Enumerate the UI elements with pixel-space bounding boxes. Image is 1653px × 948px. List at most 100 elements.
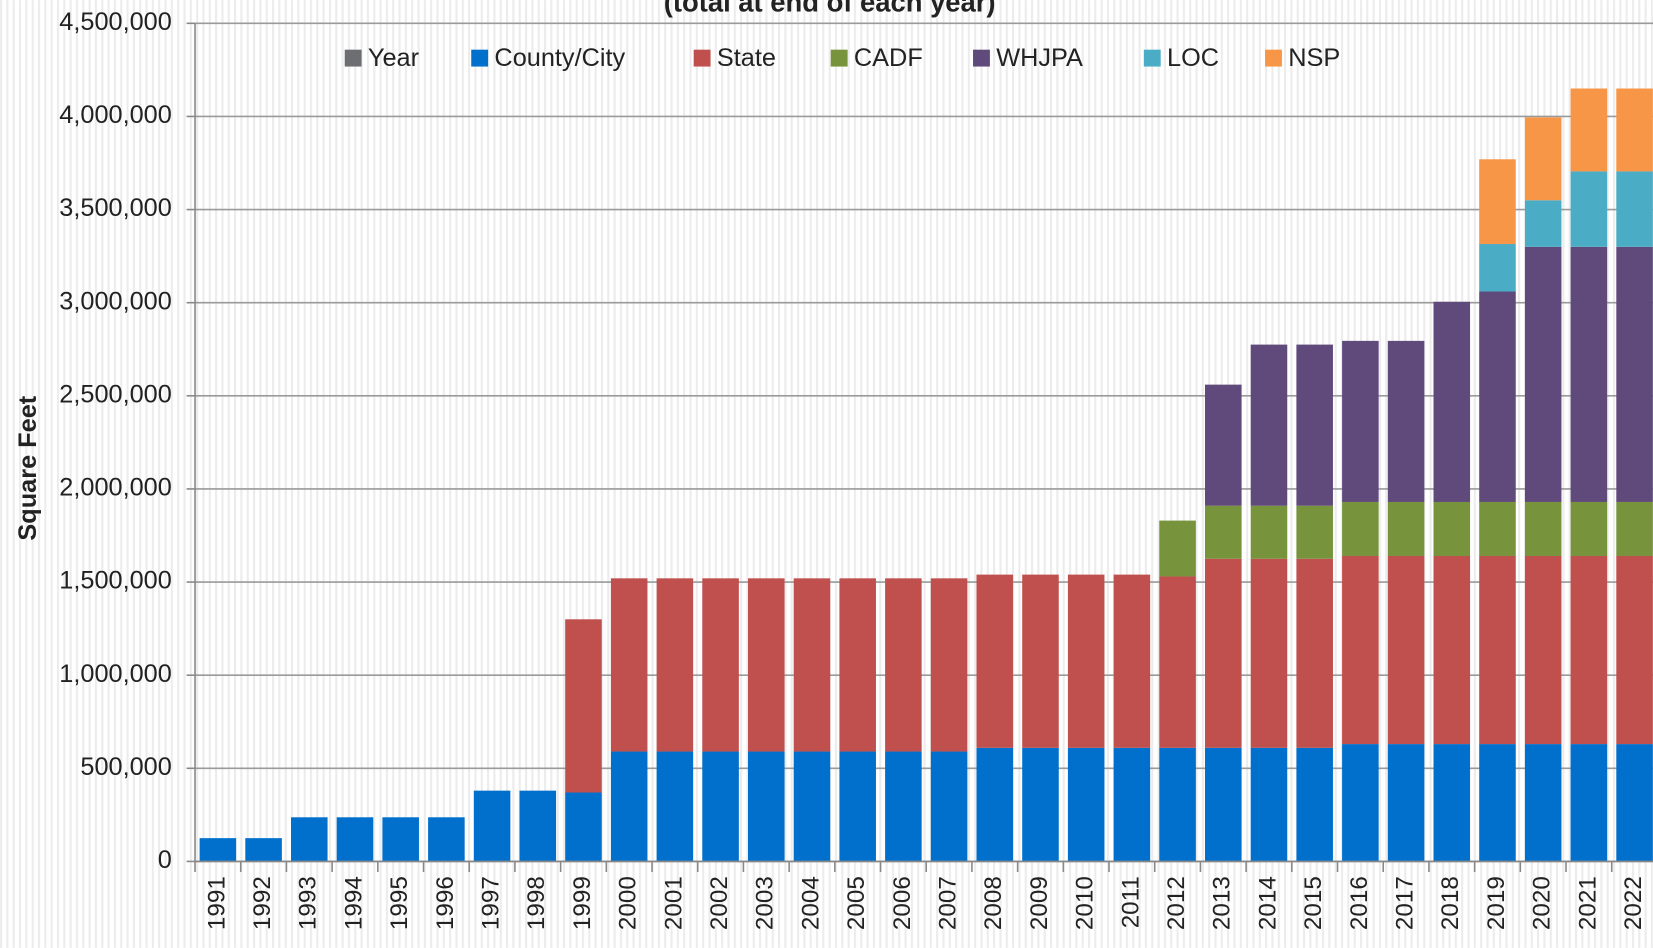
x-tick-label: 2015	[1300, 876, 1327, 930]
bar-segment	[1616, 246, 1653, 502]
bar-segment	[1616, 555, 1653, 745]
bar-segment	[1113, 747, 1151, 862]
x-tick-label: 2001	[660, 876, 687, 930]
x-tick-label: 2021	[1574, 876, 1601, 930]
y-tick-label: 2,500,000	[59, 381, 172, 409]
x-tick-label: 1996	[432, 876, 459, 930]
bar-segment	[336, 817, 374, 862]
bar-segment	[1479, 291, 1516, 502]
y-tick-label: 3,500,000	[59, 194, 172, 222]
x-tick-label: 2017	[1391, 876, 1418, 930]
x-tick-label: 2003	[752, 876, 779, 930]
bar-segment	[1433, 301, 1471, 502]
bar-segment	[1570, 744, 1608, 862]
legend-label: State	[717, 44, 776, 72]
legend-swatch	[1265, 49, 1282, 67]
x-tick-label: 2016	[1346, 876, 1373, 930]
bar-segment	[1296, 344, 1333, 506]
bar-segment	[747, 751, 785, 862]
legend-label: NSP	[1288, 44, 1340, 72]
bar-segment	[1524, 501, 1562, 556]
y-tick-label: 2,000,000	[59, 474, 172, 502]
bar-segment	[1433, 555, 1471, 745]
bar-segment	[1570, 171, 1608, 247]
x-tick-label: 2019	[1483, 876, 1510, 930]
bar-segment	[199, 838, 237, 862]
bar-segment	[1204, 747, 1242, 862]
x-tick-label: 2007	[934, 876, 961, 930]
bar-segment	[1524, 744, 1562, 862]
bar-segment	[1524, 555, 1562, 745]
bar-segment	[1022, 574, 1059, 748]
bar-segment	[1342, 555, 1379, 745]
bar-segment	[1296, 558, 1333, 748]
x-tick-label: 2020	[1529, 876, 1556, 930]
bar-segment	[1204, 558, 1242, 748]
x-tick-label: 2011	[1117, 876, 1144, 928]
bar-segment	[656, 578, 694, 752]
legend-label: CADF	[854, 44, 923, 72]
bar-segment	[1387, 340, 1425, 502]
bar-segment	[610, 578, 648, 752]
bar-segment	[1113, 574, 1151, 748]
legend-swatch	[693, 49, 711, 67]
legend-label: WHJPA	[996, 44, 1083, 72]
legend-swatch	[471, 49, 489, 67]
y-tick-label: 1,500,000	[59, 567, 172, 595]
y-tick-label: 4,500,000	[59, 8, 172, 36]
bar-segment	[1616, 744, 1653, 862]
y-tick-label: 500,000	[80, 753, 171, 781]
bar-segment	[885, 751, 922, 862]
bar-segment	[976, 574, 1014, 748]
bar-segment	[702, 751, 739, 862]
y-tick-label: 0	[158, 846, 172, 874]
x-tick-label: 2013	[1209, 876, 1236, 930]
bar-segment	[793, 578, 831, 752]
bar-segment	[656, 751, 694, 862]
bar-segment	[747, 578, 785, 752]
x-tick-label: 1995	[386, 876, 413, 930]
bar-segment	[1479, 744, 1516, 862]
bar-segment	[1296, 747, 1333, 862]
y-axis-label: Square Feet	[14, 395, 42, 540]
x-tick-label: 2008	[980, 876, 1007, 930]
y-tick-label: 4,000,000	[59, 101, 172, 129]
y-tick-label: 3,000,000	[59, 287, 172, 315]
bar-segment	[930, 578, 968, 752]
bar-segment	[1067, 574, 1105, 748]
bar-segment	[245, 838, 282, 862]
x-tick-label: 2000	[615, 876, 642, 930]
bar-segment	[1204, 384, 1242, 506]
legend-swatch	[973, 49, 990, 67]
x-tick-label: 2005	[843, 876, 870, 930]
legend-swatch	[344, 49, 362, 67]
bar-segment	[1479, 501, 1516, 556]
bar-segment	[702, 578, 739, 752]
bar-segment	[565, 619, 602, 793]
x-tick-label: 2014	[1254, 876, 1281, 930]
bar-segment	[290, 817, 328, 862]
bar-segment	[1570, 501, 1608, 556]
bar-segment	[1250, 344, 1288, 506]
bar-segment	[1159, 747, 1196, 862]
x-tick-label: 2022	[1620, 876, 1647, 930]
bar-segment	[1250, 505, 1288, 559]
bar-segment	[976, 747, 1014, 862]
x-tick-label: 1998	[523, 876, 550, 930]
bar-segment	[473, 790, 511, 862]
y-tick-label: 1,000,000	[59, 660, 172, 688]
bar-segment	[793, 751, 831, 862]
bar-segment	[1570, 555, 1608, 745]
bar-segment	[839, 751, 876, 862]
bar-segment	[1067, 747, 1105, 862]
x-tick-label: 2002	[706, 876, 733, 930]
bar-segment	[1616, 88, 1653, 172]
bar-segment	[1342, 501, 1379, 556]
bar-segment	[1479, 159, 1516, 245]
bar-segment	[1570, 246, 1608, 502]
bar-segment	[1204, 505, 1242, 559]
x-tick-label: 2004	[797, 876, 824, 930]
bar-segment	[428, 817, 465, 862]
